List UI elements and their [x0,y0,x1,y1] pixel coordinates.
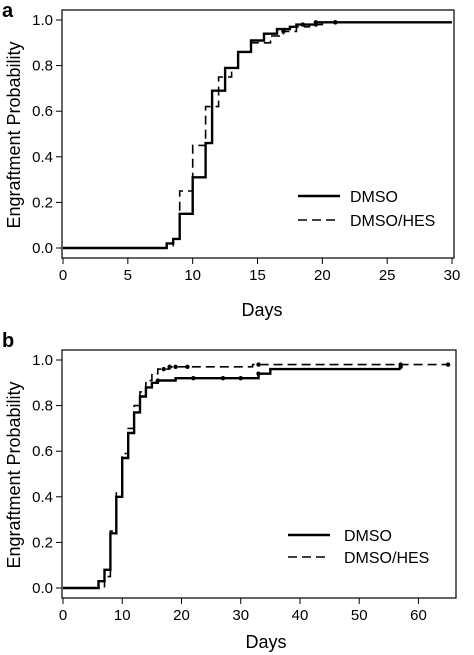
panel-a-series-dmso-censor-mark [300,22,306,27]
panel-a-xtick-label: 20 [314,267,331,284]
panel-b-xtick-label: 50 [351,607,368,624]
panel-b-series-dmso-hes-censor-mark [167,364,172,370]
panel-a-xtick-label: 0 [59,267,67,284]
panel-b: b Engraftment Probability Days DMSO DMSO… [2,330,457,652]
panel-b-ytick-label: 0.8 [32,398,53,415]
panel-b-ytick-label: 0.4 [32,489,53,506]
panel-b-xtick-label: 10 [114,607,131,624]
panel-a-legend-dmso-hes-label: DMSO/HES [350,213,435,230]
panel-a-ytick-label: 0.2 [32,194,53,211]
panel-b-series-dmso-line [63,367,401,590]
panel-b-series-dmso-hes-censor-mark [256,362,261,367]
panel-b-series-dmso-censor-mark [256,371,261,376]
panel-a-legend: DMSO DMSO/HES [298,189,435,230]
panel-a-xtick-label: 30 [444,267,461,284]
panel-a-series-dmso-hes-censor-mark [281,29,286,34]
panel-b-xtick-label: 20 [173,607,190,624]
panel-a-ytick-label: 1.0 [32,12,53,29]
panel-a-ytick-label: 0.8 [32,58,53,75]
panel-b-ytick-label: 0.6 [32,443,53,460]
panel-b-ytick-label: 1.0 [32,352,53,369]
panel-a-series-dmso-hes-line [63,21,452,249]
panel-b-xlabel: Days [245,632,286,652]
panel-b-label: b [2,330,14,352]
panel-a-xtick-label: 10 [184,267,201,284]
panel-b-series-dmso-hes-censor-mark [445,362,451,367]
panel-a-ytick-label: 0.0 [32,240,53,257]
panel-b-ylabel: Engraftment Probability [4,381,24,568]
panel-b-series-dmso-hes-censor-mark [185,364,190,370]
panel-b-legend-dmso-hes-label: DMSO/HES [344,550,429,567]
panel-b-series-dmso-hes-censor-mark [173,364,178,370]
panel-a-legend-dmso-label: DMSO [350,189,398,206]
panel-b-series-dmso-censor-mark [155,378,160,383]
panel-b-series-dmso-censor-mark [220,376,226,381]
panel-a: a Engraftment Probability Days DMSO DMSO… [2,0,460,320]
panel-b-xtick-label: 60 [410,607,427,624]
panel-b-series-dmso-hes-censor-mark [398,362,403,367]
panel-a-series-dmso-hes-censor-mark [333,20,338,25]
panel-b-series-dmso-censor-mark [238,376,243,381]
panel-a-ylabel: Engraftment Probability [4,41,24,228]
panel-a-series-dmso-hes-censor-mark [313,22,319,27]
panel-a-series-dmso-line [63,21,452,250]
panel-b-legend-dmso-label: DMSO [344,528,392,545]
panel-b-xtick-label: 40 [292,607,309,624]
panel-b-xtick-label: 0 [59,607,67,624]
panel-a-ytick-label: 0.4 [32,149,53,166]
panel-b-xtick-label: 30 [232,607,249,624]
panel-b-plot-frame [61,349,457,599]
panel-b-legend: DMSO DMSO/HES [288,528,429,567]
panel-a-label: a [2,0,14,22]
panel-a-xlabel: Days [241,300,282,320]
panel-b-series-dmso-hes-line [63,363,449,589]
panel-a-ytick-label: 0.6 [32,103,53,120]
panel-b-series-dmso-hes-censor-mark [161,366,166,372]
panel-a-xtick-label: 15 [249,267,266,284]
panel-b-ytick-label: 0.2 [32,534,53,551]
panel-b-ytick-label: 0.0 [32,580,53,597]
panel-b-series-dmso-censor-mark [191,376,196,381]
panel-a-xtick-label: 5 [124,267,132,284]
panel-a-xtick-label: 25 [379,267,396,284]
